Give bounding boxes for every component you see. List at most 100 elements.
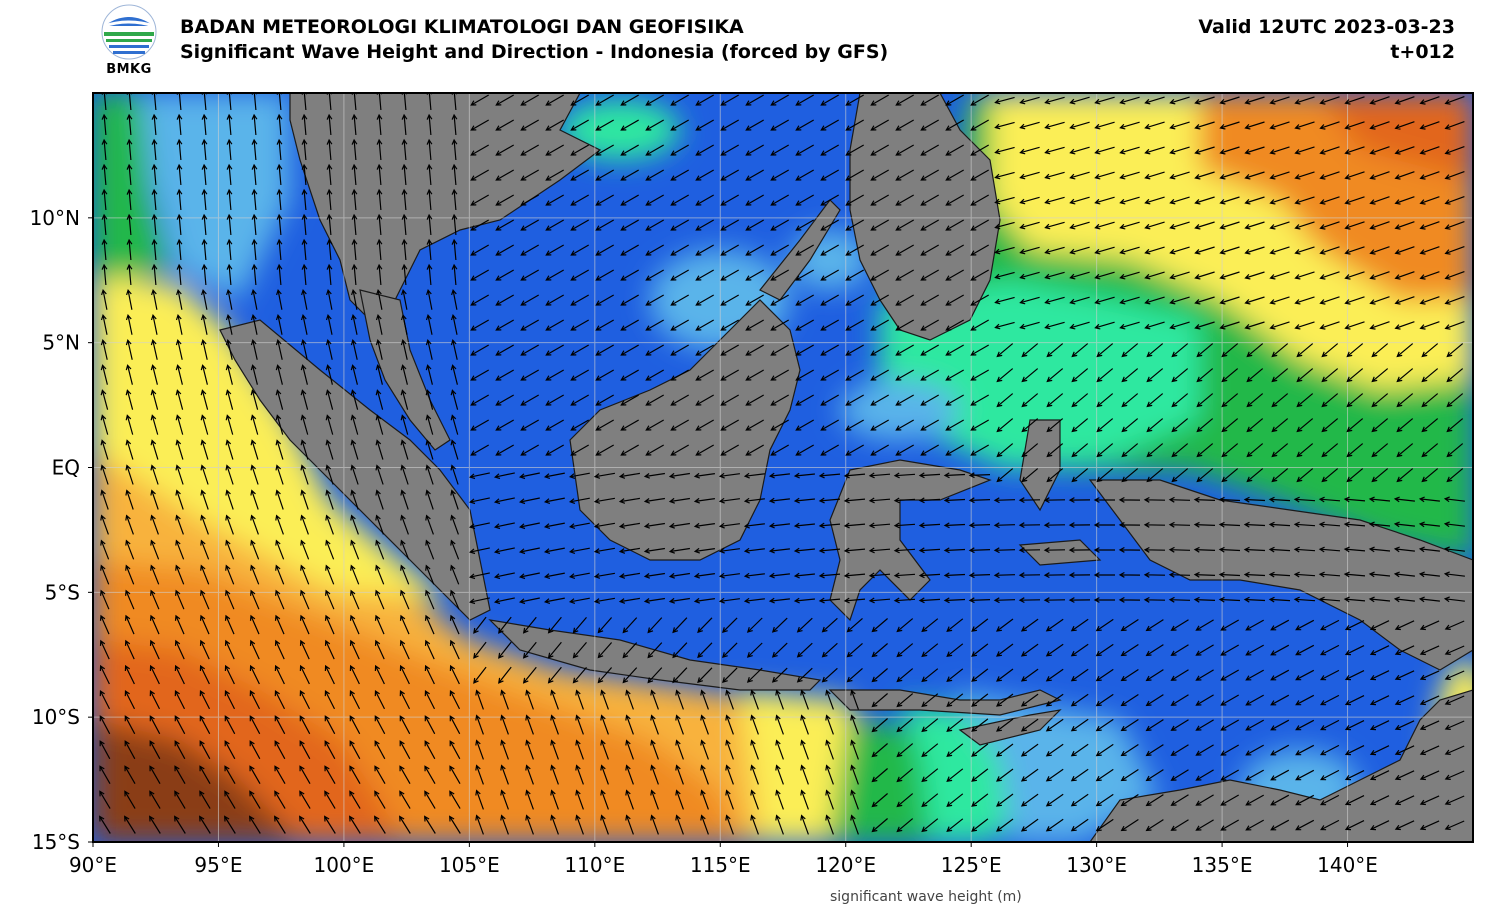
- wave-direction-arrow: [201, 238, 208, 261]
- wave-direction-arrow: [871, 693, 888, 708]
- wave-direction-arrow: [1270, 644, 1290, 656]
- wave-direction-arrow: [871, 668, 888, 683]
- wave-direction-arrow: [545, 319, 564, 331]
- wave-direction-arrow: [843, 472, 866, 479]
- wave-direction-arrow: [1170, 694, 1189, 706]
- wave-direction-arrow: [768, 572, 790, 579]
- wave-direction-arrow: [1319, 669, 1340, 681]
- wave-direction-arrow: [101, 263, 108, 286]
- wave-direction-arrow: [920, 144, 939, 156]
- wave-direction-arrow: [1070, 618, 1089, 632]
- land-masses: [219, 93, 1473, 842]
- wave-direction-arrow: [895, 344, 914, 356]
- wave-direction-arrow: [795, 369, 814, 381]
- wave-direction-arrow: [175, 313, 183, 335]
- wave-direction-arrow: [945, 344, 964, 356]
- wave-direction-arrow: [795, 194, 814, 206]
- y-tick-label: 15°S: [32, 830, 80, 854]
- wave-direction-arrow: [743, 472, 765, 479]
- wave-direction-arrow: [1369, 271, 1390, 280]
- wave-direction-arrow: [401, 163, 408, 186]
- wave-direction-arrow: [1044, 121, 1065, 130]
- wave-direction-arrow: [401, 138, 408, 161]
- wave-direction-arrow: [525, 814, 534, 835]
- wave-direction-arrow: [620, 94, 639, 106]
- wave-direction-arrow: [349, 614, 360, 635]
- wave-direction-arrow: [568, 547, 590, 554]
- wave-direction-arrow: [1219, 121, 1240, 130]
- wave-direction-arrow: [896, 768, 914, 783]
- wave-direction-arrow: [225, 364, 233, 385]
- wave-direction-arrow: [1144, 271, 1165, 280]
- wave-direction-arrow: [1018, 572, 1041, 579]
- wave-direction-arrow: [945, 419, 964, 431]
- field-yellow-west: [93, 270, 450, 600]
- wave-direction-arrow: [176, 213, 183, 236]
- wave-direction-arrow: [251, 163, 258, 186]
- wave-direction-arrow: [1369, 670, 1390, 681]
- wave-direction-arrow: [1018, 547, 1041, 554]
- land-java: [488, 619, 822, 691]
- wave-direction-arrow: [301, 163, 308, 186]
- wave-direction-arrow: [695, 269, 714, 281]
- wave-direction-arrow: [825, 789, 834, 810]
- wave-direction-arrow: [945, 94, 964, 106]
- wave-direction-arrow: [174, 614, 185, 635]
- wave-direction-arrow: [1344, 770, 1365, 781]
- wave-direction-arrow: [1221, 393, 1239, 408]
- wave-direction-arrow: [426, 163, 433, 186]
- wave-direction-arrow: [1369, 121, 1390, 130]
- wave-direction-arrow: [1294, 121, 1315, 130]
- wave-direction-arrow: [921, 818, 939, 833]
- wave-direction-arrow: [1419, 645, 1440, 656]
- wave-direction-arrow: [376, 188, 383, 211]
- wave-direction-arrow: [1144, 246, 1165, 255]
- wave-direction-arrow: [770, 219, 789, 231]
- wave-direction-arrow: [946, 768, 964, 782]
- wave-direction-arrow: [375, 539, 385, 560]
- wave-direction-arrow: [1193, 571, 1216, 578]
- wave-direction-arrow: [450, 514, 459, 535]
- wave-direction-arrow: [545, 244, 564, 256]
- wave-direction-arrow: [325, 338, 333, 360]
- wave-direction-arrow: [1195, 719, 1214, 731]
- wave-direction-arrow: [100, 489, 109, 510]
- wave-direction-arrow: [1219, 296, 1240, 305]
- wave-direction-arrow: [1293, 521, 1316, 528]
- wave-direction-arrow: [468, 472, 490, 480]
- wave-direction-arrow: [572, 667, 587, 684]
- wave-direction-arrow: [670, 169, 689, 181]
- wave-direction-arrow: [1071, 418, 1089, 433]
- wave-direction-arrow: [424, 790, 436, 809]
- wave-direction-arrow: [449, 664, 460, 685]
- wave-direction-arrow: [697, 642, 713, 659]
- wave-direction-arrow: [1219, 171, 1240, 180]
- wave-direction-arrow: [99, 689, 111, 710]
- wave-direction-arrow: [299, 689, 311, 710]
- wave-direction-arrow: [895, 219, 914, 231]
- wave-direction-arrow: [450, 539, 460, 560]
- wave-direction-arrow: [1218, 571, 1241, 578]
- wave-direction-arrow: [520, 294, 539, 306]
- wave-direction-arrow: [1121, 418, 1139, 433]
- wave-direction-arrow: [718, 597, 740, 604]
- wave-direction-arrow: [845, 444, 864, 456]
- wave-direction-arrow: [275, 414, 284, 435]
- wave-direction-arrow: [375, 514, 384, 535]
- wave-direction-arrow: [1021, 443, 1039, 458]
- wave-direction-arrow: [570, 419, 589, 431]
- wave-direction-arrow: [1221, 343, 1239, 358]
- wave-direction-arrow: [401, 288, 408, 310]
- wave-direction-arrow: [870, 94, 889, 106]
- wave-direction-arrow: [495, 444, 514, 456]
- wave-direction-arrow: [770, 419, 789, 431]
- wave-direction-arrow: [1244, 196, 1265, 205]
- wave-direction-arrow: [201, 263, 208, 286]
- wave-direction-arrow: [399, 765, 411, 784]
- wave-direction-arrow: [325, 589, 335, 610]
- wave-direction-arrow: [996, 443, 1014, 458]
- wave-direction-arrow: [1295, 744, 1315, 756]
- wave-direction-arrow: [620, 144, 639, 156]
- wave-direction-arrow: [547, 616, 562, 634]
- wave-direction-arrow: [399, 815, 411, 834]
